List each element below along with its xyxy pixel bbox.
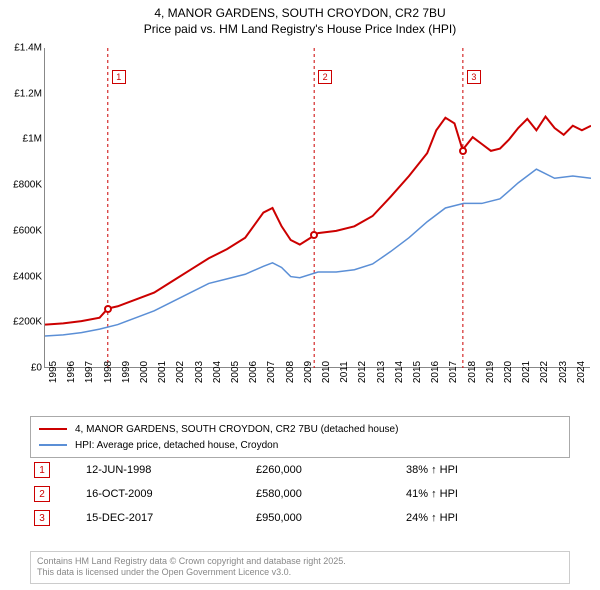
sales-row-diff: 38% ↑ HPI [406, 464, 458, 476]
sales-row-date: 15-DEC-2017 [86, 512, 256, 524]
y-tick-label: £0 [31, 363, 42, 374]
chart-container: 4, MANOR GARDENS, SOUTH CROYDON, CR2 7BU… [0, 0, 600, 590]
sales-row-diff: 24% ↑ HPI [406, 512, 458, 524]
x-tick-label: 1998 [103, 361, 114, 383]
title-line-1: 4, MANOR GARDENS, SOUTH CROYDON, CR2 7BU [0, 6, 600, 22]
legend-box: 4, MANOR GARDENS, SOUTH CROYDON, CR2 7BU… [30, 416, 570, 458]
x-tick-label: 1997 [84, 361, 95, 383]
sale-marker-badge: 1 [112, 70, 126, 84]
sales-table-row: 3 15-DEC-2017£950,00024% ↑ HPI [30, 506, 570, 530]
sale-marker-badge: 2 [318, 70, 332, 84]
x-tick-label: 2013 [376, 361, 387, 383]
x-tick-label: 2001 [157, 361, 168, 383]
sales-row-price: £950,000 [256, 512, 406, 524]
legend-label: HPI: Average price, detached house, Croy… [75, 440, 278, 451]
x-tick-label: 2016 [430, 361, 441, 383]
legend-swatch [39, 428, 67, 430]
sale-marker-badge: 3 [467, 70, 481, 84]
x-tick-label: 2004 [212, 361, 223, 383]
sales-row-date: 16-OCT-2009 [86, 488, 256, 500]
x-tick-label: 2000 [139, 361, 150, 383]
sales-row-badge: 1 [34, 462, 50, 478]
x-tick-label: 2020 [503, 361, 514, 383]
x-tick-label: 2014 [394, 361, 405, 383]
x-tick-label: 2019 [485, 361, 496, 383]
x-tick-label: 2012 [357, 361, 368, 383]
x-tick-label: 2002 [175, 361, 186, 383]
y-tick-label: £1M [23, 134, 42, 145]
sales-row-date: 12-JUN-1998 [86, 464, 256, 476]
x-tick-label: 2021 [521, 361, 532, 383]
y-tick-label: £400K [13, 271, 42, 282]
x-tick-label: 2023 [558, 361, 569, 383]
sales-table-row: 2 16-OCT-2009£580,00041% ↑ HPI [30, 482, 570, 506]
sales-row-badge: 3 [34, 510, 50, 526]
x-tick-label: 2003 [194, 361, 205, 383]
sale-marker-dot [459, 147, 467, 155]
x-tick-label: 2022 [539, 361, 550, 383]
y-tick-label: £1.4M [14, 43, 42, 54]
sale-marker-dot [310, 231, 318, 239]
legend-swatch [39, 444, 67, 446]
sale-marker-dot [104, 305, 112, 313]
chart-svg [45, 48, 591, 368]
y-tick-label: £800K [13, 180, 42, 191]
x-tick-label: 2008 [285, 361, 296, 383]
x-tick-label: 2011 [339, 361, 350, 383]
x-tick-label: 2015 [412, 361, 423, 383]
x-tick-label: 2024 [576, 361, 587, 383]
x-tick-label: 2018 [467, 361, 478, 383]
x-tick-label: 1995 [48, 361, 59, 383]
sales-table: 1 12-JUN-1998£260,00038% ↑ HPI 2 16-OCT-200… [30, 458, 570, 530]
x-tick-label: 2007 [266, 361, 277, 383]
chart-plot-area: 1 2 3 [44, 48, 590, 368]
x-tick-label: 2017 [448, 361, 459, 383]
title-line-2: Price paid vs. HM Land Registry's House … [0, 22, 600, 38]
sales-row-diff: 41% ↑ HPI [406, 488, 458, 500]
sales-row-badge: 2 [34, 486, 50, 502]
x-tick-label: 1996 [66, 361, 77, 383]
sales-row-price: £580,000 [256, 488, 406, 500]
y-tick-label: £200K [13, 317, 42, 328]
footer-line-2: This data is licensed under the Open Gov… [37, 567, 563, 579]
sales-row-price: £260,000 [256, 464, 406, 476]
x-tick-label: 2005 [230, 361, 241, 383]
title-block: 4, MANOR GARDENS, SOUTH CROYDON, CR2 7BU… [0, 0, 600, 37]
x-tick-label: 2006 [248, 361, 259, 383]
footer-line-1: Contains HM Land Registry data © Crown c… [37, 556, 563, 568]
x-tick-label: 1999 [121, 361, 132, 383]
x-tick-label: 2009 [303, 361, 314, 383]
y-tick-label: £600K [13, 225, 42, 236]
sales-table-row: 1 12-JUN-1998£260,00038% ↑ HPI [30, 458, 570, 482]
legend-item: HPI: Average price, detached house, Croy… [39, 437, 561, 453]
legend-item: 4, MANOR GARDENS, SOUTH CROYDON, CR2 7BU… [39, 421, 561, 437]
x-tick-label: 2010 [321, 361, 332, 383]
y-tick-label: £1.2M [14, 88, 42, 99]
legend-label: 4, MANOR GARDENS, SOUTH CROYDON, CR2 7BU… [75, 424, 398, 435]
footer-attribution: Contains HM Land Registry data © Crown c… [30, 551, 570, 584]
